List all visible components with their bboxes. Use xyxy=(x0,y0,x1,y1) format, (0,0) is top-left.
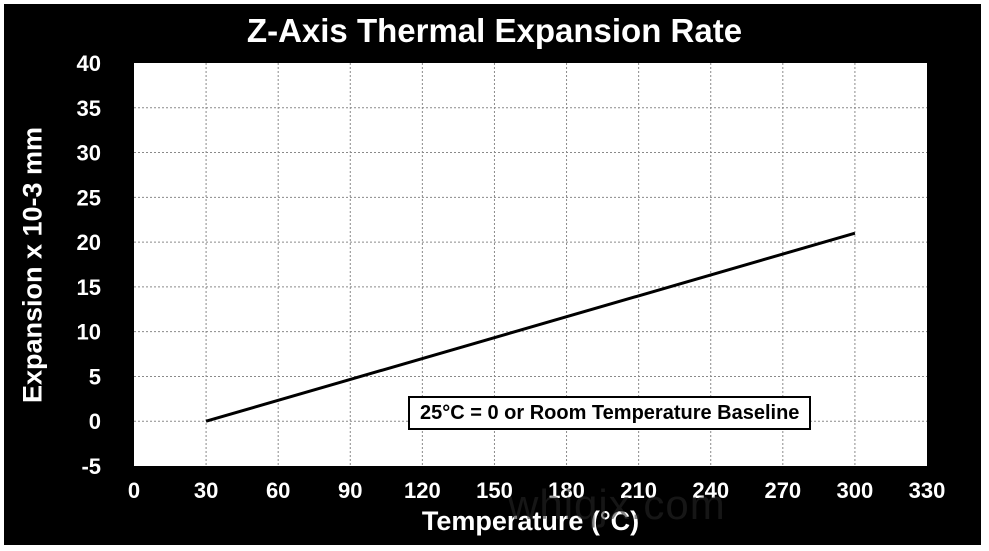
x-tick-label: 180 xyxy=(548,478,585,503)
x-tick-label: 90 xyxy=(338,478,362,503)
chart-title: Z-Axis Thermal Expansion Rate xyxy=(246,12,743,49)
x-tick-label: 210 xyxy=(620,478,657,503)
x-tick-label: 330 xyxy=(909,478,946,503)
x-tick-label: 270 xyxy=(764,478,801,503)
y-tick-label: 40 xyxy=(77,51,101,76)
x-axis-label: Temperature (°C) xyxy=(421,506,640,536)
y-axis-label: Expansion x 10-3 mm xyxy=(17,126,48,404)
x-tick-label: 150 xyxy=(476,478,513,503)
x-tick-label: 60 xyxy=(266,478,290,503)
y-tick-label: 10 xyxy=(77,320,101,345)
y-tick-label: 0 xyxy=(89,409,101,434)
watermark: whiqjx.com xyxy=(508,481,726,528)
expansion-line xyxy=(205,231,856,423)
y-tick-label: 25 xyxy=(77,185,101,210)
x-tick-label: 240 xyxy=(692,478,729,503)
x-tick-label: 120 xyxy=(404,478,441,503)
y-tick-label: 20 xyxy=(77,230,101,255)
y-tick-label: -5 xyxy=(81,454,101,479)
y-tick-label: 15 xyxy=(77,275,101,300)
baseline-annotation: 25°C = 0 or Room Temperature Baseline xyxy=(408,396,812,430)
y-tick-label: 35 xyxy=(77,96,101,121)
x-tick-label: 0 xyxy=(128,478,140,503)
x-tick-label: 30 xyxy=(194,478,218,503)
x-tick-label: 300 xyxy=(837,478,874,503)
y-tick-label: 30 xyxy=(77,141,101,166)
y-tick-label: 5 xyxy=(89,364,101,389)
